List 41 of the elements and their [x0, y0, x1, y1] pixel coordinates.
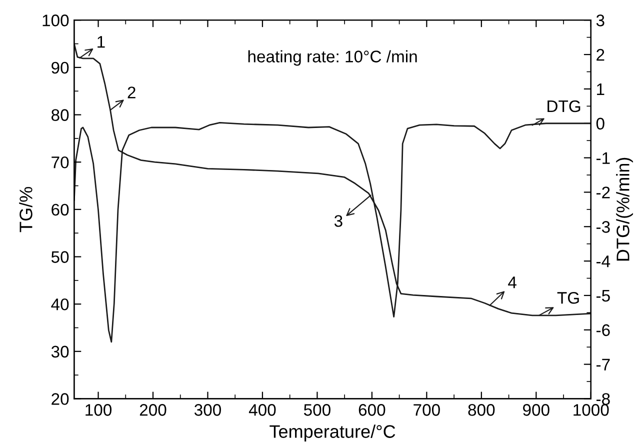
y2-tick-label: 3 [596, 14, 604, 26]
x-tick-label: 700 [414, 404, 440, 416]
annotation: 2 [128, 86, 136, 98]
y-tick-label: 30 [51, 346, 69, 358]
y-tick-label: 80 [52, 109, 69, 121]
annotation: 1 [98, 36, 105, 48]
y2-tick-label: -7 [596, 358, 610, 370]
x-tick-label: 200 [140, 404, 166, 416]
x-tick-label: 900 [523, 404, 550, 416]
x-axis-title: Temperature/°C [270, 424, 396, 442]
x-tick-label: 800 [468, 404, 495, 416]
y2-tick-label: -8 [596, 393, 610, 405]
x-tick-label: 500 [304, 404, 330, 416]
annotation: heating rate: 10°C /min [248, 50, 417, 66]
y2-tick-label: 0 [596, 118, 604, 130]
y2-axis-title: DTG/(%/min) [616, 158, 633, 261]
y-tick-label: 20 [52, 393, 69, 405]
x-tick-label: 1000 [574, 404, 609, 416]
annotation: TG [557, 292, 579, 304]
y-axis-title: TG/% [19, 186, 32, 232]
y2-tick-label: -5 [596, 290, 610, 302]
x-tick-label: 400 [248, 404, 276, 416]
x-tick-label: 600 [358, 404, 386, 416]
y2-tick-label: -3 [596, 221, 610, 233]
y2-tick-label: 1 [597, 84, 604, 95]
y-tick-label: 40 [51, 298, 69, 310]
y2-tick-label: -2 [596, 186, 610, 198]
annotation: DTG [548, 100, 580, 112]
y2-tick-label: -1 [596, 152, 610, 164]
y2-tick-label: 2 [596, 48, 604, 61]
x-tick-label: 100 [86, 404, 112, 416]
y2-tick-label: -6 [596, 324, 610, 336]
y-tick-label: 60 [52, 204, 69, 216]
annotation: 3 [334, 215, 342, 227]
y-tick-label: 70 [52, 156, 69, 168]
annotation: 4 [508, 276, 516, 288]
y-tick-label: 100 [42, 14, 69, 26]
x-tick-label: 300 [194, 404, 221, 416]
y2-tick-label: -4 [596, 256, 610, 268]
y-tick-label: 90 [52, 62, 69, 74]
y-tick-label: 50 [51, 251, 69, 263]
